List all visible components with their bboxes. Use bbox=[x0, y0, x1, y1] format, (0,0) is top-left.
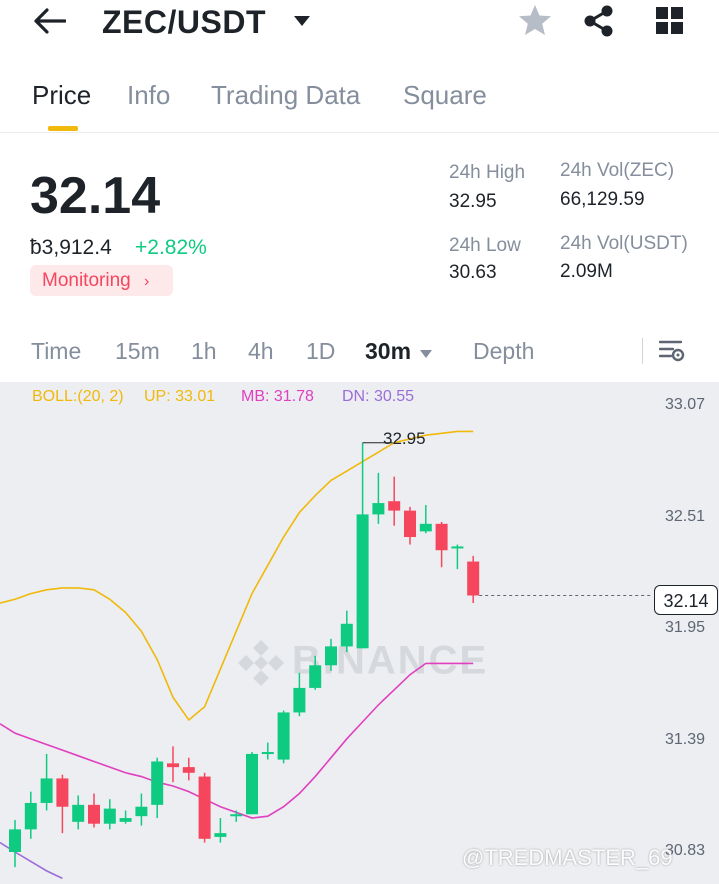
current-price-tag: 32.14 bbox=[654, 585, 718, 615]
grid-icon[interactable] bbox=[656, 7, 684, 40]
share-icon[interactable] bbox=[583, 5, 615, 42]
candle-body bbox=[325, 646, 337, 666]
caret-down-icon[interactable] bbox=[420, 345, 432, 363]
candle-body bbox=[214, 833, 227, 837]
candle-body bbox=[261, 752, 274, 755]
timeframe-1h[interactable]: 1h bbox=[191, 338, 217, 364]
candle-body bbox=[24, 802, 37, 830]
candle-body bbox=[182, 767, 195, 773]
candle-body bbox=[372, 503, 385, 515]
watermark-text: BINANCE bbox=[292, 638, 489, 683]
candle-body bbox=[340, 623, 353, 647]
monitoring-button[interactable]: Monitoring › bbox=[30, 265, 173, 296]
candle-body bbox=[467, 561, 480, 596]
candle-body bbox=[72, 804, 85, 822]
boll-dn-label: DN: 30.55 bbox=[342, 388, 415, 405]
candle-body bbox=[119, 818, 132, 822]
high-value: 32.95 bbox=[449, 191, 497, 212]
y-tick: 32.51 bbox=[665, 508, 706, 525]
timeframe-30m[interactable]: 30m bbox=[365, 338, 412, 364]
caret-down-icon[interactable] bbox=[293, 14, 311, 32]
candle-body bbox=[198, 776, 211, 839]
y-tick: 30.83 bbox=[665, 842, 706, 859]
candle-body bbox=[277, 712, 290, 760]
vol-quote-label: 24h Vol(USDT) bbox=[560, 233, 688, 254]
chevron-right-icon: › bbox=[144, 273, 150, 290]
low-value: 30.63 bbox=[449, 262, 497, 283]
y-tick: 31.95 bbox=[665, 619, 706, 636]
candle-body bbox=[151, 761, 164, 805]
vol-quote-value: 2.09M bbox=[560, 261, 613, 282]
candle-body bbox=[40, 778, 53, 803]
timeframe-depth[interactable]: Depth bbox=[473, 338, 535, 364]
candle-body bbox=[103, 808, 116, 824]
high-label: 24h High bbox=[449, 162, 526, 183]
candle-body bbox=[88, 804, 100, 824]
boll-upper-line bbox=[0, 430, 474, 722]
candle-body bbox=[435, 523, 448, 551]
tab-trading-data[interactable]: Trading Data bbox=[211, 80, 361, 110]
chart-settings-icon[interactable] bbox=[658, 339, 685, 368]
boll-middle-line bbox=[0, 662, 474, 819]
star-icon[interactable] bbox=[518, 4, 552, 41]
boll-mb-label: MB: 31.78 bbox=[241, 388, 314, 405]
candle-body bbox=[388, 501, 401, 511]
low-label: 24h Low bbox=[449, 235, 521, 256]
timeframe-4h[interactable]: 4h bbox=[248, 338, 274, 364]
credit-watermark: @TREDMASTER_69 bbox=[462, 845, 673, 870]
candle-body bbox=[293, 687, 306, 713]
tab-square[interactable]: Square bbox=[403, 80, 487, 110]
candle-body bbox=[404, 510, 416, 538]
tab-info[interactable]: Info bbox=[127, 80, 171, 110]
candle-body bbox=[419, 523, 432, 532]
binance-watermark: BINANCE bbox=[236, 638, 488, 688]
candle-body bbox=[356, 514, 369, 649]
vol-base-value: 66,129.59 bbox=[560, 189, 645, 210]
candle-body bbox=[135, 806, 148, 817]
toolbar-divider bbox=[642, 338, 643, 364]
candle-body bbox=[309, 665, 322, 688]
back-arrow-icon[interactable] bbox=[34, 8, 67, 34]
tab-price[interactable]: Price bbox=[32, 80, 92, 110]
tab-divider bbox=[0, 132, 719, 133]
timeframe-1d[interactable]: 1D bbox=[306, 338, 336, 364]
candle-body bbox=[246, 753, 258, 815]
candle-body bbox=[9, 829, 21, 852]
timeframe-time[interactable]: Time bbox=[31, 338, 82, 364]
candle-body bbox=[167, 763, 179, 768]
candle-body bbox=[230, 814, 243, 817]
vol-base-label: 24h Vol(ZEC) bbox=[560, 160, 675, 181]
last-price: 32.14 bbox=[30, 167, 161, 225]
pair-title[interactable]: ZEC/USDT bbox=[102, 4, 266, 40]
candlestick-chart[interactable] bbox=[0, 382, 719, 884]
boll-up-label: UP: 33.01 bbox=[144, 388, 216, 405]
candle-body bbox=[451, 546, 464, 549]
y-tick: 31.39 bbox=[665, 731, 706, 748]
high-marker-label: 32.95 bbox=[383, 429, 426, 448]
candle-body bbox=[56, 778, 69, 807]
boll-label: BOLL:(20, 2) bbox=[32, 388, 124, 405]
active-tab-indicator bbox=[48, 126, 78, 131]
y-tick: 33.07 bbox=[665, 396, 706, 413]
timeframe-15m[interactable]: 15m bbox=[115, 338, 160, 364]
change-percent: +2.82% bbox=[135, 236, 207, 259]
monitoring-label: Monitoring bbox=[42, 270, 131, 291]
fiat-price: ƀ3,912.4 bbox=[30, 236, 112, 259]
